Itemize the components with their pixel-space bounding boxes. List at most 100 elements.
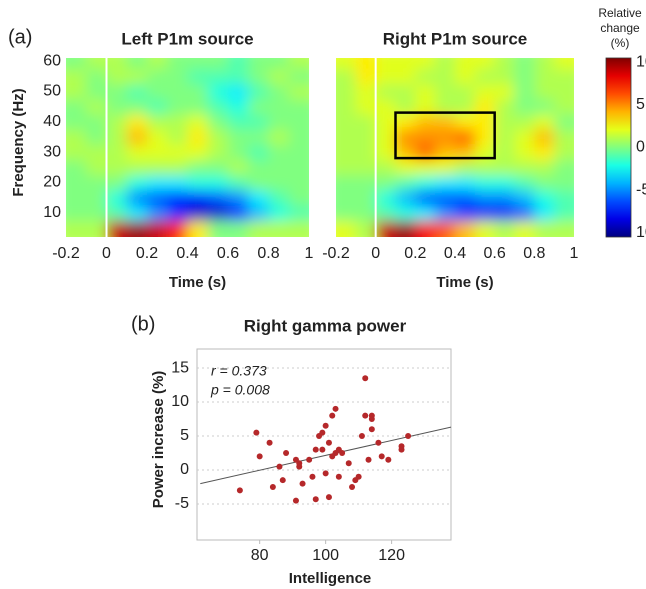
heat-cell [474, 98, 496, 115]
colorbar-label: Relative [598, 6, 642, 20]
x-axis-label: Time (s) [169, 274, 226, 291]
heat-cell [474, 189, 496, 206]
heat-cell [187, 174, 209, 191]
data-point [276, 463, 283, 470]
heat-cell [554, 174, 574, 191]
heat-cell [207, 220, 229, 237]
heat-cell [336, 144, 357, 161]
heat-cell [415, 159, 436, 176]
data-point [385, 456, 392, 463]
heat-cell [355, 189, 377, 206]
heat-cell [86, 83, 107, 100]
colorbar [605, 57, 632, 238]
heat-cell [86, 205, 107, 221]
heat-cell [455, 58, 476, 70]
heat-cell [435, 58, 456, 70]
heat-cell [268, 144, 290, 161]
heat-cell [66, 189, 87, 206]
chart-title: Right P1m source [383, 29, 528, 48]
data-point [236, 487, 243, 494]
heat-cell [106, 98, 128, 115]
heat-cell [167, 114, 188, 130]
heat-cell [534, 205, 555, 221]
heat-cell [288, 144, 309, 161]
heat-cell [514, 68, 535, 85]
y-tick-label: 5 [180, 427, 189, 444]
heat-cell [268, 68, 290, 85]
heat-cell [207, 144, 229, 161]
heat-cell [395, 129, 416, 145]
heat-cell [375, 189, 396, 206]
heat-cell [207, 98, 229, 115]
heat-cell [355, 205, 377, 221]
heat-cell [66, 68, 87, 85]
x-tick-label: 0.6 [484, 245, 506, 262]
heat-cell [288, 205, 309, 221]
heat-cell [147, 98, 168, 115]
x-tick-label: 0.8 [523, 245, 545, 262]
heat-cell [248, 68, 269, 85]
x-tick-label: 0.8 [257, 245, 279, 262]
annotation: r = 0.373 [211, 363, 267, 379]
data-point [312, 446, 319, 453]
heat-cell [66, 144, 87, 161]
heat-cell [494, 129, 515, 145]
heat-cell [336, 83, 357, 100]
heat-cell [248, 159, 269, 176]
heat-cell [534, 83, 555, 100]
heat-cell [534, 129, 555, 145]
data-point [362, 412, 369, 419]
heat-cell [207, 83, 229, 100]
heat-cell [106, 114, 128, 130]
heat-cell [355, 114, 377, 130]
heat-cell [395, 189, 416, 206]
heat-cell [86, 189, 107, 206]
heat-cell [435, 189, 456, 206]
heat-cell [435, 220, 456, 237]
heat-cell [474, 144, 496, 161]
heat-cell [395, 174, 416, 191]
heat-cell [514, 159, 535, 176]
heat-cell [514, 220, 535, 237]
heat-cell [248, 129, 269, 145]
heat-cell [554, 129, 574, 145]
x-tick-label: 100 [312, 547, 339, 564]
heat-cell [126, 189, 148, 206]
x-tick-label: 1 [570, 245, 579, 262]
heat-cell [207, 114, 229, 130]
heat-cell [435, 98, 456, 115]
heat-cell [187, 159, 209, 176]
data-point [362, 375, 369, 382]
x-axis-label: Intelligence [289, 570, 372, 587]
heat-cell [435, 144, 456, 161]
heat-cell [554, 58, 574, 70]
data-point [253, 429, 260, 436]
heat-cell [435, 205, 456, 221]
heat-cell [514, 58, 535, 70]
heat-cell [455, 174, 476, 191]
heat-cell [455, 83, 476, 100]
heat-cell [147, 189, 168, 206]
heat-cell [554, 144, 574, 161]
data-point [319, 446, 326, 453]
heat-cell [187, 58, 209, 70]
heat-cell [474, 205, 496, 221]
heat-cell [86, 114, 107, 130]
panel-label: (a) [8, 26, 32, 48]
heat-cell [395, 83, 416, 100]
heat-cell [375, 83, 396, 100]
heat-cell [147, 129, 168, 145]
heat-cell [455, 189, 476, 206]
heat-cell [66, 220, 87, 237]
heat-cell [288, 174, 309, 191]
heat-cell [268, 205, 290, 221]
heat-cell [66, 114, 87, 130]
heat-cell [435, 114, 456, 130]
heat-cell [514, 129, 535, 145]
heat-cell [126, 68, 148, 85]
heat-cell [514, 205, 535, 221]
heat-cell [474, 129, 496, 145]
data-point [322, 470, 329, 477]
heat-cell [86, 129, 107, 145]
